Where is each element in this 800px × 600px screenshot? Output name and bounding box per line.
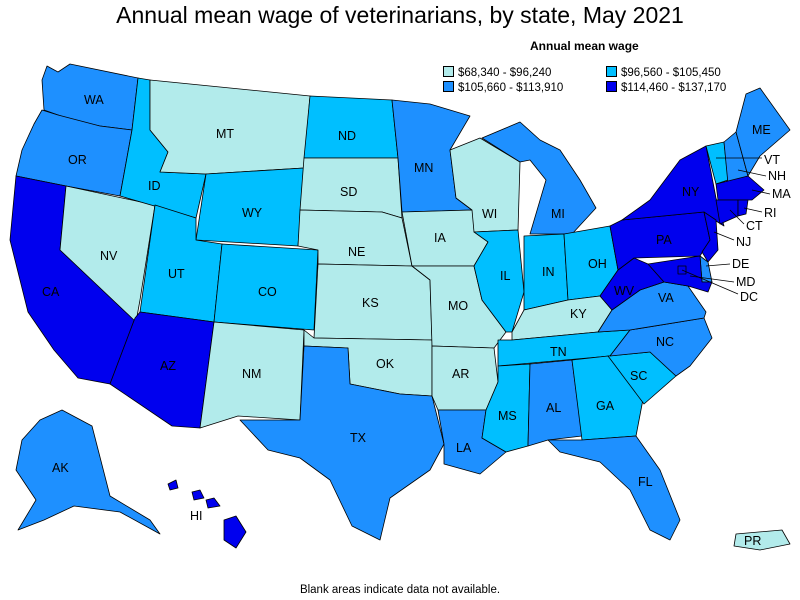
legend-item-2: $96,560 - $105,450 (606, 66, 721, 79)
leader-line-nj (713, 231, 735, 241)
state-label-md: MD (736, 275, 755, 289)
state-label-va: VA (658, 291, 674, 305)
state-label-nd: ND (338, 129, 356, 143)
state-ma[interactable] (715, 175, 765, 201)
state-label-ak: AK (52, 461, 69, 475)
state-ri[interactable] (737, 199, 749, 217)
state-label-ok: OK (376, 357, 395, 371)
leader-line-ma (751, 189, 771, 195)
state-hi[interactable] (167, 479, 247, 549)
state-label-nm: NM (242, 367, 261, 381)
state-fl[interactable] (547, 435, 681, 541)
state-label-wy: WY (242, 206, 263, 220)
state-label-ky: KY (570, 307, 587, 321)
state-label-co: CO (258, 285, 277, 299)
state-label-ca: CA (42, 285, 60, 299)
state-label-sc: SC (630, 369, 647, 383)
state-label-mt: MT (216, 127, 234, 141)
state-label-il: IL (500, 269, 510, 283)
state-label-ri: RI (764, 206, 777, 220)
leader-line-ri (743, 207, 763, 213)
state-label-dc: DC (740, 290, 758, 304)
state-label-mn: MN (414, 161, 433, 175)
state-label-nh: NH (768, 169, 786, 183)
state-label-tx: TX (350, 431, 367, 445)
state-label-me: ME (752, 123, 771, 137)
state-pr[interactable] (733, 529, 791, 551)
state-label-az: AZ (160, 359, 176, 373)
state-label-nj: NJ (736, 235, 751, 249)
state-label-mo: MO (448, 299, 468, 313)
state-label-pr: PR (744, 534, 761, 548)
state-label-nv: NV (100, 249, 118, 263)
state-label-ks: KS (362, 296, 379, 310)
state-label-fl: FL (638, 475, 653, 489)
legend-title: Annual mean wage (530, 39, 639, 53)
state-co[interactable] (213, 243, 319, 331)
leader-line-de (705, 263, 731, 267)
state-label-ut: UT (168, 267, 185, 281)
state-label-vt: VT (764, 153, 780, 167)
state-or[interactable] (15, 109, 133, 197)
state-label-ne: NE (348, 245, 365, 259)
state-label-de: DE (732, 257, 749, 271)
state-label-or: OR (68, 153, 87, 167)
state-il[interactable] (473, 229, 525, 333)
footnote: Blank areas indicate data not available. (299, 584, 501, 596)
state-ny[interactable] (621, 145, 725, 227)
legend-label-2: $96,560 - $105,450 (621, 67, 721, 79)
state-label-ar: AR (452, 367, 469, 381)
state-label-ms: MS (498, 409, 517, 423)
legend-label-1: $68,340 - $96,240 (458, 67, 552, 79)
state-label-ny: NY (682, 185, 700, 199)
state-ct[interactable] (715, 199, 739, 225)
legend-item-4: $114,460 - $137,170 (606, 81, 726, 94)
state-label-pa: PA (656, 233, 672, 247)
state-label-hi: HI (190, 509, 203, 523)
legend-swatch-3 (443, 81, 454, 92)
legend-swatch-2 (606, 66, 617, 77)
legend-item-1: $68,340 - $96,240 (443, 66, 551, 79)
state-label-ct: CT (746, 219, 763, 233)
state-label-mi: MI (551, 207, 565, 221)
leader-line-nh (737, 169, 767, 177)
legend-item-3: $105,660 - $113,910 (443, 81, 563, 94)
state-label-in: IN (542, 265, 555, 279)
state-label-wi: WI (482, 207, 497, 221)
state-label-id: ID (148, 179, 161, 193)
state-label-sd: SD (340, 185, 357, 199)
state-nm[interactable] (199, 321, 305, 429)
state-label-oh: OH (588, 257, 607, 271)
state-label-wv: WV (614, 284, 635, 298)
leader-line-dc (681, 269, 739, 295)
state-mi[interactable] (481, 121, 597, 235)
state-tx[interactable] (239, 345, 445, 541)
state-label-al: AL (546, 401, 561, 415)
legend-swatch-1 (443, 66, 454, 77)
legend-label-3: $105,660 - $113,910 (458, 82, 564, 94)
leader-line-ct (729, 209, 745, 225)
map-title: Annual mean wage of veterinarians, by st… (116, 2, 684, 28)
state-label-ia: IA (434, 231, 446, 245)
state-label-ga: GA (596, 399, 615, 413)
state-nd[interactable] (303, 95, 399, 159)
state-label-wa: WA (84, 93, 104, 107)
state-label-tn: TN (550, 345, 567, 359)
state-ak[interactable] (15, 409, 161, 535)
state-al[interactable] (527, 359, 583, 447)
state-label-la: LA (456, 441, 472, 455)
legend-label-4: $114,460 - $137,170 (621, 82, 727, 94)
legend-swatch-4 (606, 81, 617, 92)
state-label-ma: MA (772, 187, 791, 201)
state-label-nc: NC (656, 335, 674, 349)
